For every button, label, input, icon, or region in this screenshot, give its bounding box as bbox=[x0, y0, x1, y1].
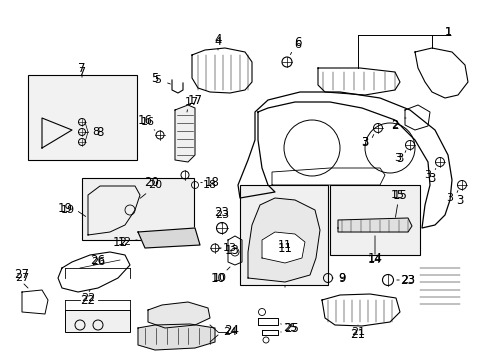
Text: 9: 9 bbox=[338, 271, 345, 284]
Polygon shape bbox=[138, 324, 215, 350]
Polygon shape bbox=[138, 228, 200, 248]
Polygon shape bbox=[337, 218, 411, 232]
Text: 23: 23 bbox=[400, 274, 415, 287]
Text: 3: 3 bbox=[427, 171, 435, 185]
Text: 1: 1 bbox=[444, 27, 450, 37]
Text: 26: 26 bbox=[91, 257, 105, 267]
Text: 7: 7 bbox=[78, 62, 85, 75]
Text: 20: 20 bbox=[144, 176, 159, 189]
Bar bbox=[65, 310, 130, 332]
Text: 3: 3 bbox=[455, 194, 463, 207]
Text: 13: 13 bbox=[223, 243, 237, 253]
Text: 14: 14 bbox=[367, 255, 381, 265]
Text: 20: 20 bbox=[148, 180, 162, 190]
Bar bbox=[240, 185, 327, 285]
Text: 2: 2 bbox=[390, 118, 398, 131]
Text: 17: 17 bbox=[184, 97, 199, 107]
Text: 12: 12 bbox=[112, 235, 127, 248]
Text: 3: 3 bbox=[446, 193, 452, 203]
Text: 22: 22 bbox=[81, 293, 95, 306]
Text: 7: 7 bbox=[78, 67, 85, 77]
Bar bbox=[329, 185, 419, 255]
Text: 6: 6 bbox=[294, 36, 301, 49]
Text: 15: 15 bbox=[392, 189, 407, 202]
Text: 8: 8 bbox=[92, 127, 100, 137]
Polygon shape bbox=[148, 302, 209, 328]
Text: 3: 3 bbox=[361, 137, 368, 147]
Text: 4: 4 bbox=[214, 37, 221, 47]
Polygon shape bbox=[247, 198, 319, 282]
Text: 14: 14 bbox=[367, 252, 382, 265]
Text: 3: 3 bbox=[394, 153, 401, 163]
Text: 16: 16 bbox=[137, 113, 152, 126]
Text: 21: 21 bbox=[350, 328, 365, 341]
Polygon shape bbox=[262, 232, 305, 263]
Text: 5: 5 bbox=[154, 75, 161, 85]
Text: 18: 18 bbox=[203, 180, 217, 190]
Text: 10: 10 bbox=[213, 273, 226, 283]
Text: 21: 21 bbox=[350, 327, 365, 337]
Text: 18: 18 bbox=[204, 176, 219, 189]
Text: 3: 3 bbox=[395, 152, 403, 165]
Text: 13: 13 bbox=[224, 243, 239, 256]
Text: 23: 23 bbox=[214, 206, 229, 219]
Text: 24: 24 bbox=[223, 327, 237, 337]
Text: 12: 12 bbox=[118, 237, 132, 247]
Text: 5: 5 bbox=[151, 72, 159, 85]
Text: 16: 16 bbox=[141, 117, 155, 127]
Text: 3: 3 bbox=[424, 170, 430, 180]
Text: 10: 10 bbox=[210, 271, 225, 284]
Text: 25: 25 bbox=[283, 323, 296, 333]
Text: 11: 11 bbox=[278, 240, 291, 250]
Text: 25: 25 bbox=[284, 321, 299, 334]
Text: 23: 23 bbox=[400, 275, 414, 285]
Text: 27: 27 bbox=[15, 273, 29, 283]
Text: 26: 26 bbox=[90, 253, 105, 266]
Text: 22: 22 bbox=[81, 293, 95, 303]
Text: 6: 6 bbox=[294, 40, 301, 50]
Text: 19: 19 bbox=[58, 202, 72, 215]
Polygon shape bbox=[175, 105, 195, 162]
Text: 19: 19 bbox=[61, 205, 75, 215]
Text: 9: 9 bbox=[338, 273, 345, 283]
Bar bbox=[82, 178, 194, 240]
Text: 27: 27 bbox=[15, 269, 29, 282]
Text: 24: 24 bbox=[224, 324, 239, 337]
Text: 4: 4 bbox=[214, 32, 221, 45]
Text: 15: 15 bbox=[390, 190, 404, 200]
Text: 3: 3 bbox=[361, 135, 368, 149]
Text: 23: 23 bbox=[215, 210, 228, 220]
Text: 1: 1 bbox=[443, 26, 451, 39]
Text: 11: 11 bbox=[277, 242, 292, 255]
Text: 17: 17 bbox=[187, 94, 202, 107]
Text: 2: 2 bbox=[390, 120, 398, 130]
Text: 8: 8 bbox=[96, 126, 103, 139]
Bar bbox=[28, 75, 137, 160]
